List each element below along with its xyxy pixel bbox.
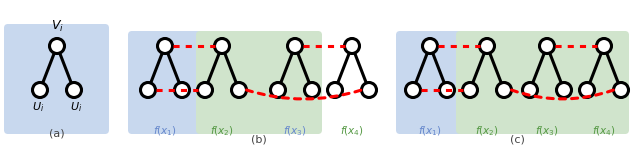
Circle shape	[440, 82, 454, 98]
FancyBboxPatch shape	[128, 31, 254, 134]
FancyBboxPatch shape	[4, 24, 109, 134]
Circle shape	[214, 38, 230, 53]
Circle shape	[141, 82, 156, 98]
Circle shape	[540, 38, 554, 53]
Circle shape	[614, 82, 628, 98]
Text: $f(x_3)$: $f(x_3)$	[535, 124, 559, 138]
Text: $f(x_2)$: $f(x_2)$	[475, 124, 499, 138]
FancyBboxPatch shape	[196, 31, 322, 134]
Circle shape	[522, 82, 538, 98]
Circle shape	[67, 82, 81, 98]
Text: (c): (c)	[509, 135, 524, 145]
Text: $f(x_1)$: $f(x_1)$	[153, 124, 177, 138]
Text: $V_i$: $V_i$	[51, 18, 63, 33]
Circle shape	[232, 82, 246, 98]
Circle shape	[579, 82, 595, 98]
Text: $f(x_4)$: $f(x_4)$	[592, 124, 616, 138]
Circle shape	[463, 82, 477, 98]
Circle shape	[33, 82, 47, 98]
FancyBboxPatch shape	[456, 31, 629, 134]
Circle shape	[362, 82, 376, 98]
Circle shape	[287, 38, 303, 53]
Circle shape	[328, 82, 342, 98]
Text: (a): (a)	[49, 128, 65, 138]
Text: (b): (b)	[251, 135, 266, 145]
Circle shape	[497, 82, 511, 98]
FancyBboxPatch shape	[396, 31, 484, 134]
Circle shape	[479, 38, 495, 53]
Text: $U_i$: $U_i$	[70, 100, 82, 114]
Text: $f(x_1)$: $f(x_1)$	[418, 124, 442, 138]
Circle shape	[49, 38, 65, 53]
Circle shape	[271, 82, 285, 98]
Circle shape	[344, 38, 360, 53]
Text: $U_i$: $U_i$	[32, 100, 44, 114]
Text: $f(x_3)$: $f(x_3)$	[283, 124, 307, 138]
Circle shape	[198, 82, 212, 98]
Circle shape	[406, 82, 420, 98]
Circle shape	[557, 82, 572, 98]
Circle shape	[157, 38, 173, 53]
Circle shape	[422, 38, 438, 53]
Text: $f(x_4)$: $f(x_4)$	[340, 124, 364, 138]
Circle shape	[596, 38, 611, 53]
Circle shape	[305, 82, 319, 98]
Text: $f(x_2)$: $f(x_2)$	[210, 124, 234, 138]
Circle shape	[175, 82, 189, 98]
